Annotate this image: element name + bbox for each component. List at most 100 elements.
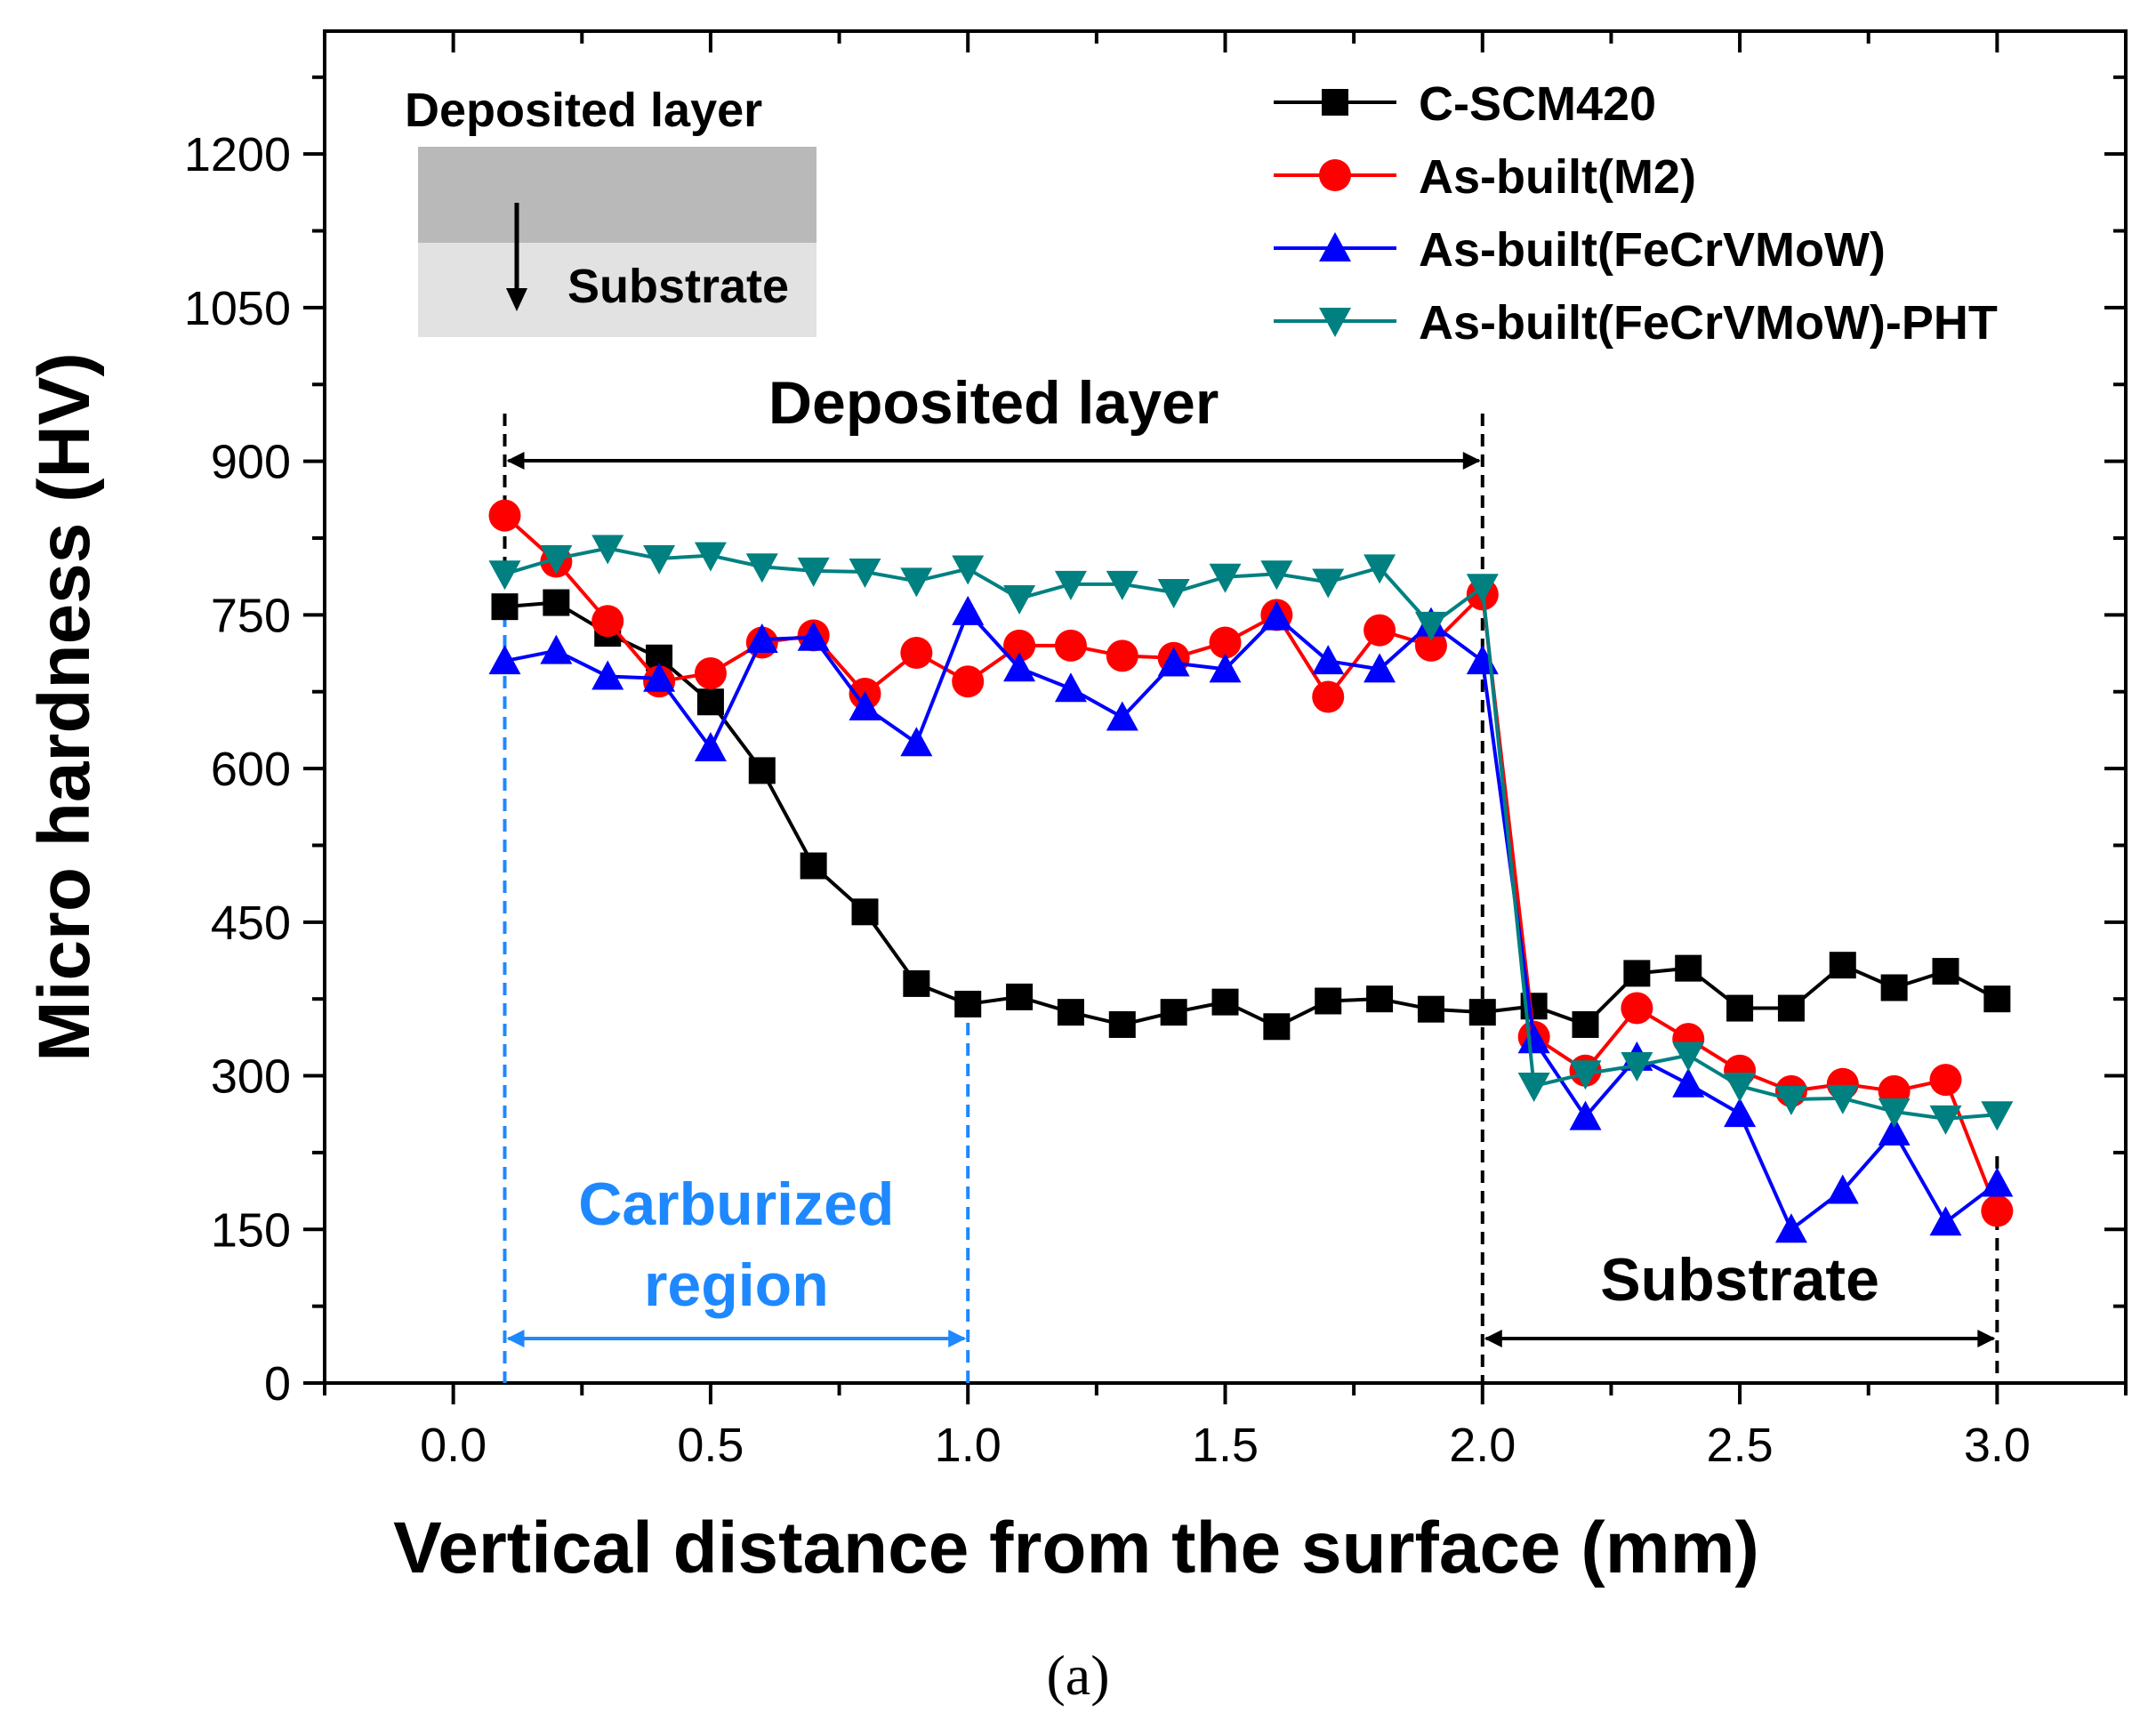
data-point — [851, 898, 879, 926]
data-point — [1312, 680, 1345, 713]
data-point — [1003, 584, 1036, 615]
data-point — [900, 636, 933, 669]
x-tick-label: 0.0 — [420, 1419, 487, 1472]
data-point — [954, 990, 982, 1017]
substrate-arrow-head-left — [1484, 1330, 1502, 1347]
data-point — [1364, 614, 1396, 647]
x-tick-label: 3.0 — [1964, 1419, 2031, 1472]
y-tick-label: 0 — [264, 1357, 291, 1411]
data-point — [1209, 626, 1242, 659]
data-point — [1726, 994, 1754, 1022]
series-line — [503, 546, 1998, 1121]
data-point — [1054, 570, 1087, 600]
x-tick-label: 2.5 — [1707, 1419, 1774, 1472]
data-point — [1003, 652, 1036, 682]
inset-arrow-head — [506, 288, 527, 311]
series-1 — [488, 499, 2014, 1227]
data-point — [643, 662, 676, 692]
y-tick-label: 1200 — [184, 128, 291, 181]
data-point — [1263, 1013, 1291, 1041]
data-point — [952, 665, 985, 698]
data-point — [1414, 629, 1447, 662]
data-point — [1621, 1052, 1653, 1082]
data-point — [1209, 653, 1242, 683]
data-point — [952, 595, 985, 625]
series-layer — [488, 499, 2014, 1243]
carburized-label-line2: region — [644, 1251, 829, 1319]
data-point — [1724, 1073, 1757, 1103]
data-point — [1315, 987, 1342, 1015]
data-point — [1003, 629, 1036, 662]
data-point — [797, 557, 830, 587]
data-point — [1929, 1064, 1962, 1097]
carburized-arrow-head-left — [506, 1330, 525, 1347]
substrate-arrow — [1484, 1330, 1996, 1347]
x-tick-label: 0.5 — [677, 1419, 744, 1472]
legend-marker — [1319, 308, 1351, 337]
data-point — [488, 645, 521, 675]
data-point — [1829, 952, 1856, 979]
data-point — [1157, 647, 1190, 677]
deposited-layer-arrow-head-left — [506, 452, 525, 470]
data-point — [1774, 1086, 1807, 1116]
data-point — [1417, 995, 1444, 1023]
y-tick-label: 300 — [211, 1050, 291, 1104]
deposited-layer-arrow — [506, 452, 1481, 470]
legend: C-SCM420 As-built(M2) As-built(FeCrVMoW) As… — [1274, 77, 1998, 350]
data-point — [488, 499, 521, 532]
data-point — [1981, 1101, 2014, 1131]
y-tick-label: 750 — [211, 589, 291, 642]
x-axis-title: Vertical distance from the surface (mm) — [393, 1508, 1759, 1588]
data-point — [748, 757, 776, 784]
data-point — [1006, 983, 1034, 1010]
data-point — [849, 559, 881, 588]
substrate-label: Substrate — [1600, 1246, 1879, 1314]
legend-item-3: As-built(FeCrVMoW)-PHT — [1274, 296, 1998, 350]
data-point — [1106, 701, 1138, 731]
data-point — [1572, 1010, 1599, 1038]
data-point — [1672, 1041, 1705, 1072]
data-point — [849, 691, 881, 720]
data-point — [1672, 1067, 1705, 1098]
data-point — [1157, 579, 1190, 609]
data-point — [488, 560, 521, 591]
data-point — [1878, 1115, 1911, 1146]
data-point — [903, 969, 930, 997]
data-point — [1260, 560, 1293, 591]
data-point — [1724, 1098, 1757, 1128]
data-point — [1880, 974, 1908, 1001]
data-point — [1106, 639, 1138, 672]
carburized-arrow — [506, 1330, 967, 1347]
annotations: Deposited layer Substrate Carburized region — [503, 369, 1999, 1383]
data-point — [1981, 1167, 2014, 1197]
data-point — [1054, 672, 1087, 703]
legend-marker — [1319, 232, 1351, 261]
data-point — [1160, 999, 1187, 1026]
data-point — [1260, 600, 1293, 631]
data-point — [591, 660, 624, 690]
data-point — [591, 535, 624, 565]
data-point — [696, 688, 724, 716]
data-point — [1777, 994, 1805, 1022]
y-tick-label: 450 — [211, 897, 291, 950]
legend-item-2: As-built(FeCrVMoW) — [1274, 223, 1886, 277]
data-point — [1211, 988, 1239, 1016]
data-point — [745, 553, 778, 583]
data-point — [1929, 1206, 1962, 1236]
legend-item-1: As-built(M2) — [1274, 150, 1696, 204]
data-point — [1364, 653, 1396, 683]
legend-label: As-built(FeCrVMoW)-PHT — [1419, 296, 1998, 350]
data-point — [800, 852, 827, 880]
data-point — [1774, 1213, 1807, 1243]
data-point — [1414, 611, 1447, 641]
data-point — [1826, 1084, 1859, 1114]
data-point — [1366, 985, 1394, 1013]
data-point — [1468, 999, 1496, 1026]
y-axis-title: Micro hardness (HV) — [24, 352, 105, 1061]
legend-marker — [1322, 89, 1348, 116]
data-point — [1517, 1073, 1550, 1103]
series-line — [503, 514, 1999, 1212]
data-point — [1312, 568, 1345, 599]
data-point — [1209, 563, 1242, 593]
